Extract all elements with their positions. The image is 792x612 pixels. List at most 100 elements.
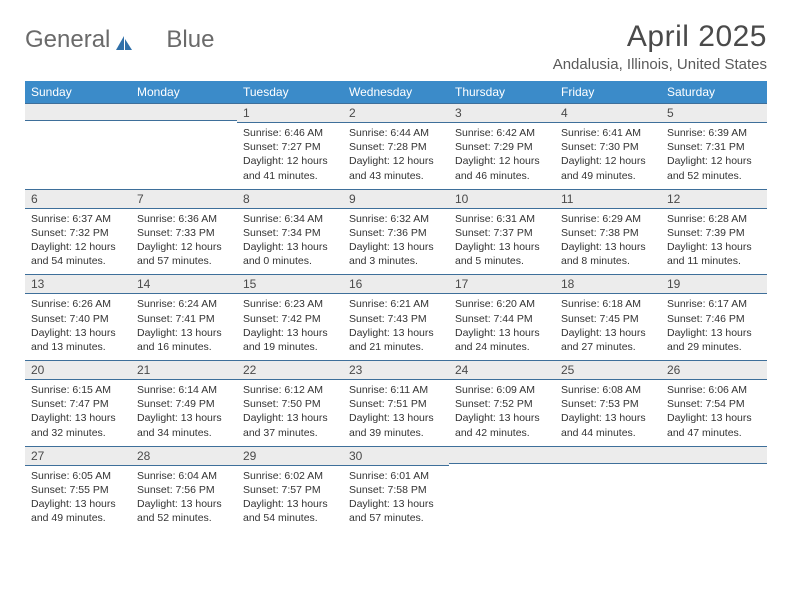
daylight-text: Daylight: 13 hours and 19 minutes. (243, 326, 337, 354)
sunset-text: Sunset: 7:34 PM (243, 226, 337, 240)
daylight-text: Daylight: 12 hours and 52 minutes. (667, 154, 761, 182)
sunrise-text: Sunrise: 6:36 AM (137, 212, 231, 226)
cell-body: Sunrise: 6:32 AMSunset: 7:36 PMDaylight:… (343, 209, 449, 275)
calendar-cell: 11Sunrise: 6:29 AMSunset: 7:38 PMDayligh… (555, 189, 661, 275)
cell-body: Sunrise: 6:05 AMSunset: 7:55 PMDaylight:… (25, 466, 131, 532)
calendar-cell: 10Sunrise: 6:31 AMSunset: 7:37 PMDayligh… (449, 189, 555, 275)
day-number: 17 (449, 274, 555, 294)
cell-body: Sunrise: 6:08 AMSunset: 7:53 PMDaylight:… (555, 380, 661, 446)
sunset-text: Sunset: 7:37 PM (455, 226, 549, 240)
cell-body: Sunrise: 6:06 AMSunset: 7:54 PMDaylight:… (661, 380, 767, 446)
day-number: 30 (343, 446, 449, 466)
sunset-text: Sunset: 7:56 PM (137, 483, 231, 497)
daylight-text: Daylight: 12 hours and 43 minutes. (349, 154, 443, 182)
month-title: April 2025 (553, 20, 767, 54)
day-number: 11 (555, 189, 661, 209)
sunset-text: Sunset: 7:33 PM (137, 226, 231, 240)
calendar-cell: 23Sunrise: 6:11 AMSunset: 7:51 PMDayligh… (343, 360, 449, 446)
day-header: Wednesday (343, 81, 449, 103)
sunset-text: Sunset: 7:43 PM (349, 312, 443, 326)
sunrise-text: Sunrise: 6:06 AM (667, 383, 761, 397)
cell-body: Sunrise: 6:18 AMSunset: 7:45 PMDaylight:… (555, 294, 661, 360)
cell-body: Sunrise: 6:37 AMSunset: 7:32 PMDaylight:… (25, 209, 131, 275)
sunrise-text: Sunrise: 6:37 AM (31, 212, 125, 226)
day-number: 19 (661, 274, 767, 294)
sunset-text: Sunset: 7:31 PM (667, 140, 761, 154)
day-number: 6 (25, 189, 131, 209)
daylight-text: Daylight: 12 hours and 57 minutes. (137, 240, 231, 268)
sunrise-text: Sunrise: 6:20 AM (455, 297, 549, 311)
daylight-text: Daylight: 13 hours and 49 minutes. (31, 497, 125, 525)
sunrise-text: Sunrise: 6:29 AM (561, 212, 655, 226)
title-block: April 2025 Andalusia, Illinois, United S… (553, 20, 767, 73)
cell-body: Sunrise: 6:31 AMSunset: 7:37 PMDaylight:… (449, 209, 555, 275)
daylight-text: Daylight: 12 hours and 49 minutes. (561, 154, 655, 182)
sunset-text: Sunset: 7:41 PM (137, 312, 231, 326)
sunset-text: Sunset: 7:29 PM (455, 140, 549, 154)
day-header: Sunday (25, 81, 131, 103)
cell-body: Sunrise: 6:24 AMSunset: 7:41 PMDaylight:… (131, 294, 237, 360)
cell-body: Sunrise: 6:36 AMSunset: 7:33 PMDaylight:… (131, 209, 237, 275)
sunset-text: Sunset: 7:28 PM (349, 140, 443, 154)
daylight-text: Daylight: 13 hours and 37 minutes. (243, 411, 337, 439)
sunset-text: Sunset: 7:47 PM (31, 397, 125, 411)
sunset-text: Sunset: 7:46 PM (667, 312, 761, 326)
sunset-text: Sunset: 7:42 PM (243, 312, 337, 326)
day-number: 27 (25, 446, 131, 466)
day-number (449, 446, 555, 464)
cell-body: Sunrise: 6:12 AMSunset: 7:50 PMDaylight:… (237, 380, 343, 446)
day-number: 1 (237, 103, 343, 123)
day-number: 23 (343, 360, 449, 380)
daylight-text: Daylight: 13 hours and 3 minutes. (349, 240, 443, 268)
daylight-text: Daylight: 13 hours and 24 minutes. (455, 326, 549, 354)
day-number: 18 (555, 274, 661, 294)
cell-body: Sunrise: 6:04 AMSunset: 7:56 PMDaylight:… (131, 466, 237, 532)
calendar-cell (131, 103, 237, 189)
daylight-text: Daylight: 13 hours and 8 minutes. (561, 240, 655, 268)
calendar-cell: 15Sunrise: 6:23 AMSunset: 7:42 PMDayligh… (237, 274, 343, 360)
header: General Blue April 2025 Andalusia, Illin… (25, 20, 767, 73)
cell-body: Sunrise: 6:26 AMSunset: 7:40 PMDaylight:… (25, 294, 131, 360)
calendar-cell: 2Sunrise: 6:44 AMSunset: 7:28 PMDaylight… (343, 103, 449, 189)
cell-body: Sunrise: 6:39 AMSunset: 7:31 PMDaylight:… (661, 123, 767, 189)
sunrise-text: Sunrise: 6:11 AM (349, 383, 443, 397)
day-number: 29 (237, 446, 343, 466)
daylight-text: Daylight: 13 hours and 42 minutes. (455, 411, 549, 439)
day-number (131, 103, 237, 121)
calendar-body: 1Sunrise: 6:46 AMSunset: 7:27 PMDaylight… (25, 103, 767, 531)
calendar-cell (661, 446, 767, 532)
day-header: Monday (131, 81, 237, 103)
calendar-cell: 7Sunrise: 6:36 AMSunset: 7:33 PMDaylight… (131, 189, 237, 275)
calendar-cell: 8Sunrise: 6:34 AMSunset: 7:34 PMDaylight… (237, 189, 343, 275)
cell-body: Sunrise: 6:28 AMSunset: 7:39 PMDaylight:… (661, 209, 767, 275)
calendar-cell (449, 446, 555, 532)
cell-body: Sunrise: 6:29 AMSunset: 7:38 PMDaylight:… (555, 209, 661, 275)
daylight-text: Daylight: 13 hours and 34 minutes. (137, 411, 231, 439)
cell-body: Sunrise: 6:15 AMSunset: 7:47 PMDaylight:… (25, 380, 131, 446)
day-number: 14 (131, 274, 237, 294)
sunset-text: Sunset: 7:50 PM (243, 397, 337, 411)
calendar-table: SundayMondayTuesdayWednesdayThursdayFrid… (25, 81, 767, 531)
day-number: 24 (449, 360, 555, 380)
day-number: 15 (237, 274, 343, 294)
calendar-cell: 24Sunrise: 6:09 AMSunset: 7:52 PMDayligh… (449, 360, 555, 446)
daylight-text: Daylight: 13 hours and 27 minutes. (561, 326, 655, 354)
cell-body: Sunrise: 6:14 AMSunset: 7:49 PMDaylight:… (131, 380, 237, 446)
day-number (555, 446, 661, 464)
calendar-cell: 4Sunrise: 6:41 AMSunset: 7:30 PMDaylight… (555, 103, 661, 189)
sunrise-text: Sunrise: 6:39 AM (667, 126, 761, 140)
day-number: 25 (555, 360, 661, 380)
sunrise-text: Sunrise: 6:34 AM (243, 212, 337, 226)
cell-body: Sunrise: 6:21 AMSunset: 7:43 PMDaylight:… (343, 294, 449, 360)
sunset-text: Sunset: 7:39 PM (667, 226, 761, 240)
day-number: 22 (237, 360, 343, 380)
sunset-text: Sunset: 7:30 PM (561, 140, 655, 154)
daylight-text: Daylight: 13 hours and 29 minutes. (667, 326, 761, 354)
sunrise-text: Sunrise: 6:09 AM (455, 383, 549, 397)
day-number: 5 (661, 103, 767, 123)
calendar-cell: 18Sunrise: 6:18 AMSunset: 7:45 PMDayligh… (555, 274, 661, 360)
cell-body: Sunrise: 6:23 AMSunset: 7:42 PMDaylight:… (237, 294, 343, 360)
day-header: Thursday (449, 81, 555, 103)
day-header-row: SundayMondayTuesdayWednesdayThursdayFrid… (25, 81, 767, 103)
sunrise-text: Sunrise: 6:02 AM (243, 469, 337, 483)
